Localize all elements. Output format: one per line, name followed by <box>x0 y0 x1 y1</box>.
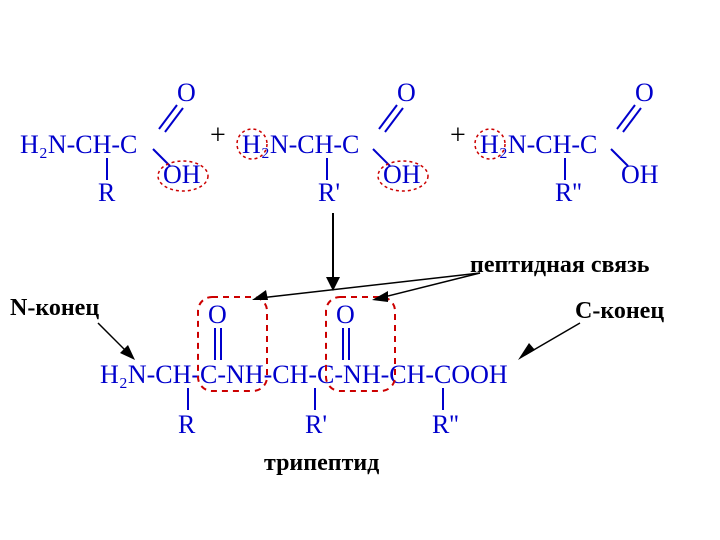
tripeptide-label: трипептид <box>264 450 379 477</box>
aa2-o-top: O <box>397 78 416 108</box>
aa1-o-top: O <box>177 78 196 108</box>
trip-r3: R'' <box>432 410 459 440</box>
trip-r1: R <box>178 410 195 440</box>
n-terminus-label: N-конец <box>10 295 99 322</box>
aa2-r: R' <box>318 178 340 208</box>
aa3-h-highlight <box>472 126 512 169</box>
aa1-oh-highlight <box>155 158 215 203</box>
plus-1: + <box>210 120 226 152</box>
peptide-bond-arrows <box>240 270 500 315</box>
amino-acid-1: H₂N-CH-C <box>20 130 137 160</box>
c-terminus-arrow <box>510 320 590 370</box>
aa3-oh: OH <box>621 160 659 190</box>
plus-2: + <box>450 120 466 152</box>
aa3-o-top: O <box>635 78 654 108</box>
trip-r2: R' <box>305 410 327 440</box>
aa2-h-highlight <box>234 126 274 169</box>
aa3-r: R'' <box>555 178 582 208</box>
tripeptide-main: H₂N-CH-C-NH-CH-C-NH-CH-COOH <box>100 360 508 389</box>
aa1-r: R <box>98 178 115 208</box>
aa2-oh-highlight <box>375 158 435 203</box>
aa1-main: H₂N-CH-C <box>20 130 137 159</box>
tripeptide-formula: H₂N-CH-C-NH-CH-C-NH-CH-COOH <box>100 360 508 390</box>
n-terminus-arrow <box>95 320 145 370</box>
